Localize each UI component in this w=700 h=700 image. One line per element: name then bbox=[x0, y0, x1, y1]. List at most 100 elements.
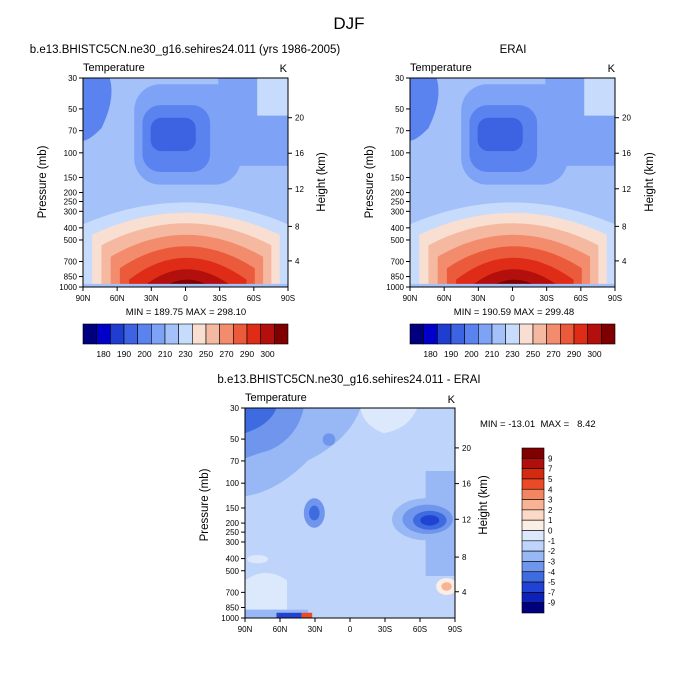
y-tick-label: 850 bbox=[226, 604, 240, 613]
colorbar-swatch bbox=[601, 323, 616, 345]
panel-model-title: b.e13.BHISTC5CN.ne30_g16.sehires24.011 (… bbox=[30, 44, 341, 56]
panel-erai: ERAI Temperature K Pressure (mb) Height … bbox=[364, 44, 656, 359]
y-tick-label: 150 bbox=[64, 173, 78, 182]
colorbar-swatch bbox=[450, 323, 465, 345]
colorbar-label: 270 bbox=[546, 349, 560, 359]
panel-model-stats: MIN = 189.75 MAX = 298.10 bbox=[126, 307, 246, 318]
colorbar-label: -1 bbox=[548, 537, 556, 546]
y-tick-label: 50 bbox=[68, 105, 77, 114]
colorbar-swatch bbox=[260, 323, 275, 345]
colorbar-label: -4 bbox=[548, 568, 556, 577]
y-right-tick-label: 8 bbox=[295, 222, 300, 231]
y-tick-label: 50 bbox=[230, 435, 239, 444]
panel-diff-x-axis: 90N 60N 30N 0 30S 60S 90S bbox=[238, 618, 462, 634]
colorbar-swatch bbox=[437, 323, 452, 345]
colorbar-label: 250 bbox=[526, 349, 540, 359]
x-tick-label: 60S bbox=[413, 625, 427, 634]
colorbar-label: 230 bbox=[178, 349, 192, 359]
colorbar-label: 180 bbox=[423, 349, 437, 359]
panel-diff-title: b.e13.BHISTC5CN.ne30_g16.sehires24.011 -… bbox=[217, 374, 480, 386]
x-tick-label: 90N bbox=[403, 294, 418, 303]
colorbar-label: 0 bbox=[548, 527, 553, 536]
y-tick-label: 50 bbox=[395, 105, 404, 114]
colorbar-label: 300 bbox=[587, 349, 601, 359]
colorbar-label: 180 bbox=[96, 349, 110, 359]
panel-erai-colorbar: 180 190 200 210 230 250 270 290 300 bbox=[409, 323, 616, 359]
y-tick-label: 150 bbox=[391, 173, 405, 182]
colorbar-label: 290 bbox=[240, 349, 254, 359]
colorbar-label: 270 bbox=[219, 349, 233, 359]
y-right-tick-label: 20 bbox=[295, 114, 304, 123]
x-tick-label: 30S bbox=[378, 625, 392, 634]
x-tick-label: 0 bbox=[183, 294, 188, 303]
colorbar-swatch bbox=[573, 323, 588, 345]
y-tick-label: 30 bbox=[395, 74, 404, 83]
panel-model-x-axis: 90N 60N 30N 0 30S 60S 90S bbox=[76, 287, 295, 303]
colorbar-swatch bbox=[205, 323, 220, 345]
y-right-tick-label: 8 bbox=[462, 553, 467, 562]
y-tick-label: 850 bbox=[391, 273, 405, 282]
colorbar-label: 290 bbox=[567, 349, 581, 359]
colorbar-swatch bbox=[521, 561, 545, 573]
colorbar-swatch bbox=[521, 458, 545, 469]
panel-model-ylabel-right: Height (km) bbox=[316, 152, 328, 212]
y-right-tick-label: 12 bbox=[462, 515, 471, 524]
y-tick-label: 250 bbox=[64, 198, 78, 207]
page-title: DJF bbox=[333, 14, 364, 33]
colorbar-swatch bbox=[505, 323, 520, 345]
y-tick-label: 100 bbox=[64, 149, 78, 158]
colorbar-label: 200 bbox=[464, 349, 478, 359]
x-tick-label: 0 bbox=[510, 294, 515, 303]
colorbar-swatch bbox=[546, 323, 561, 345]
panel-erai-ylabel-right: Height (km) bbox=[644, 152, 656, 212]
x-tick-label: 60N bbox=[273, 625, 288, 634]
colorbar-swatch bbox=[521, 581, 545, 593]
colorbar-swatch bbox=[178, 323, 193, 345]
y-tick-label: 850 bbox=[64, 273, 78, 282]
colorbar-swatch bbox=[521, 550, 545, 562]
y-tick-label: 300 bbox=[391, 207, 405, 216]
y-tick-label: 30 bbox=[230, 404, 239, 413]
panel-diff-right-label: K bbox=[448, 394, 456, 406]
panel-model-plot bbox=[82, 77, 289, 288]
y-tick-label: 400 bbox=[226, 555, 240, 564]
y-tick-label: 1000 bbox=[59, 283, 77, 292]
colorbar-label: -7 bbox=[548, 588, 556, 597]
colorbar-swatch bbox=[137, 323, 152, 345]
colorbar-swatch bbox=[521, 488, 545, 500]
colorbar-swatch bbox=[521, 499, 545, 511]
panel-diff-stats: MIN = -13.01 MAX = 8.42 bbox=[480, 419, 596, 430]
colorbar-label: 3 bbox=[548, 496, 553, 505]
panel-diff-left-label: Temperature bbox=[245, 392, 307, 404]
x-tick-label: 90N bbox=[76, 294, 91, 303]
colorbar-label: -2 bbox=[548, 547, 556, 556]
y-tick-label: 200 bbox=[391, 189, 405, 198]
colorbar-label: 7 bbox=[548, 465, 553, 474]
panel-model-y-axis-right: 20 16 12 8 4 bbox=[288, 114, 304, 266]
panel-erai-y-axis-right: 20 16 12 8 4 bbox=[615, 114, 631, 266]
x-tick-label: 30S bbox=[213, 294, 227, 303]
panel-diff-ylabel-right: Height (km) bbox=[478, 475, 490, 535]
y-right-tick-label: 12 bbox=[622, 185, 631, 194]
colorbar-swatch bbox=[123, 323, 138, 345]
y-tick-label: 1000 bbox=[221, 614, 239, 623]
y-tick-label: 700 bbox=[64, 258, 78, 267]
y-tick-label: 500 bbox=[226, 567, 240, 576]
colorbar-label: 210 bbox=[158, 349, 172, 359]
colorbar-swatch bbox=[82, 323, 97, 345]
colorbar-label: 1 bbox=[548, 516, 553, 525]
colorbar-swatch bbox=[233, 323, 248, 345]
panel-erai-ylabel: Pressure (mb) bbox=[364, 145, 376, 218]
x-tick-label: 30N bbox=[144, 294, 159, 303]
panel-diff-y-axis-right: 20 16 12 8 4 bbox=[455, 444, 471, 597]
panel-diff-ylabel: Pressure (mb) bbox=[199, 468, 211, 541]
colorbar-swatch bbox=[521, 540, 545, 552]
colorbar-swatch bbox=[409, 323, 424, 345]
y-right-tick-label: 4 bbox=[295, 257, 300, 266]
colorbar-label: 230 bbox=[505, 349, 519, 359]
y-tick-label: 200 bbox=[226, 519, 240, 528]
y-tick-label: 300 bbox=[226, 538, 240, 547]
panel-erai-plot bbox=[409, 77, 616, 288]
